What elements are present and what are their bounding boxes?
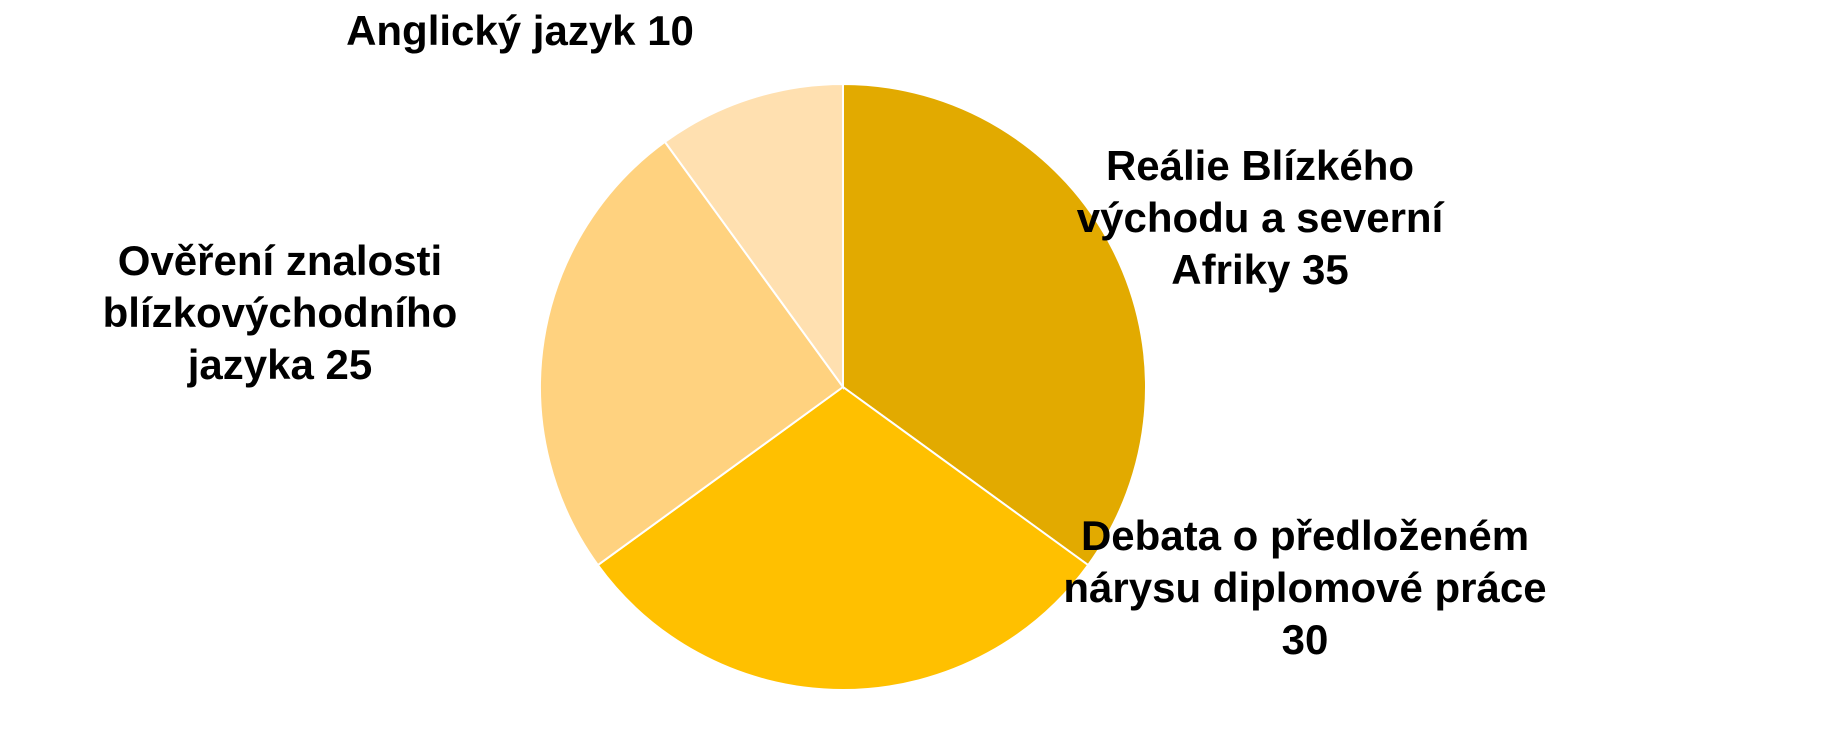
- pie-slices: [539, 82, 1147, 691]
- slice-label-overeni: Ověření znalosti blízkovýchodního jazyka…: [102, 237, 458, 388]
- pie-slice-3: [663, 82, 844, 391]
- slice-label-anglicky: Anglický jazyk 10: [346, 7, 694, 54]
- slice-label-debata: Debata o předloženém nárysu diplomové pr…: [1063, 512, 1547, 663]
- slice-label-reálie: Reálie Blízkého východu a severní Afriky…: [1076, 142, 1444, 293]
- pie-slice-2: [539, 140, 845, 567]
- pie-slice-1: [596, 385, 1090, 691]
- pie-slice-0: [842, 82, 1147, 567]
